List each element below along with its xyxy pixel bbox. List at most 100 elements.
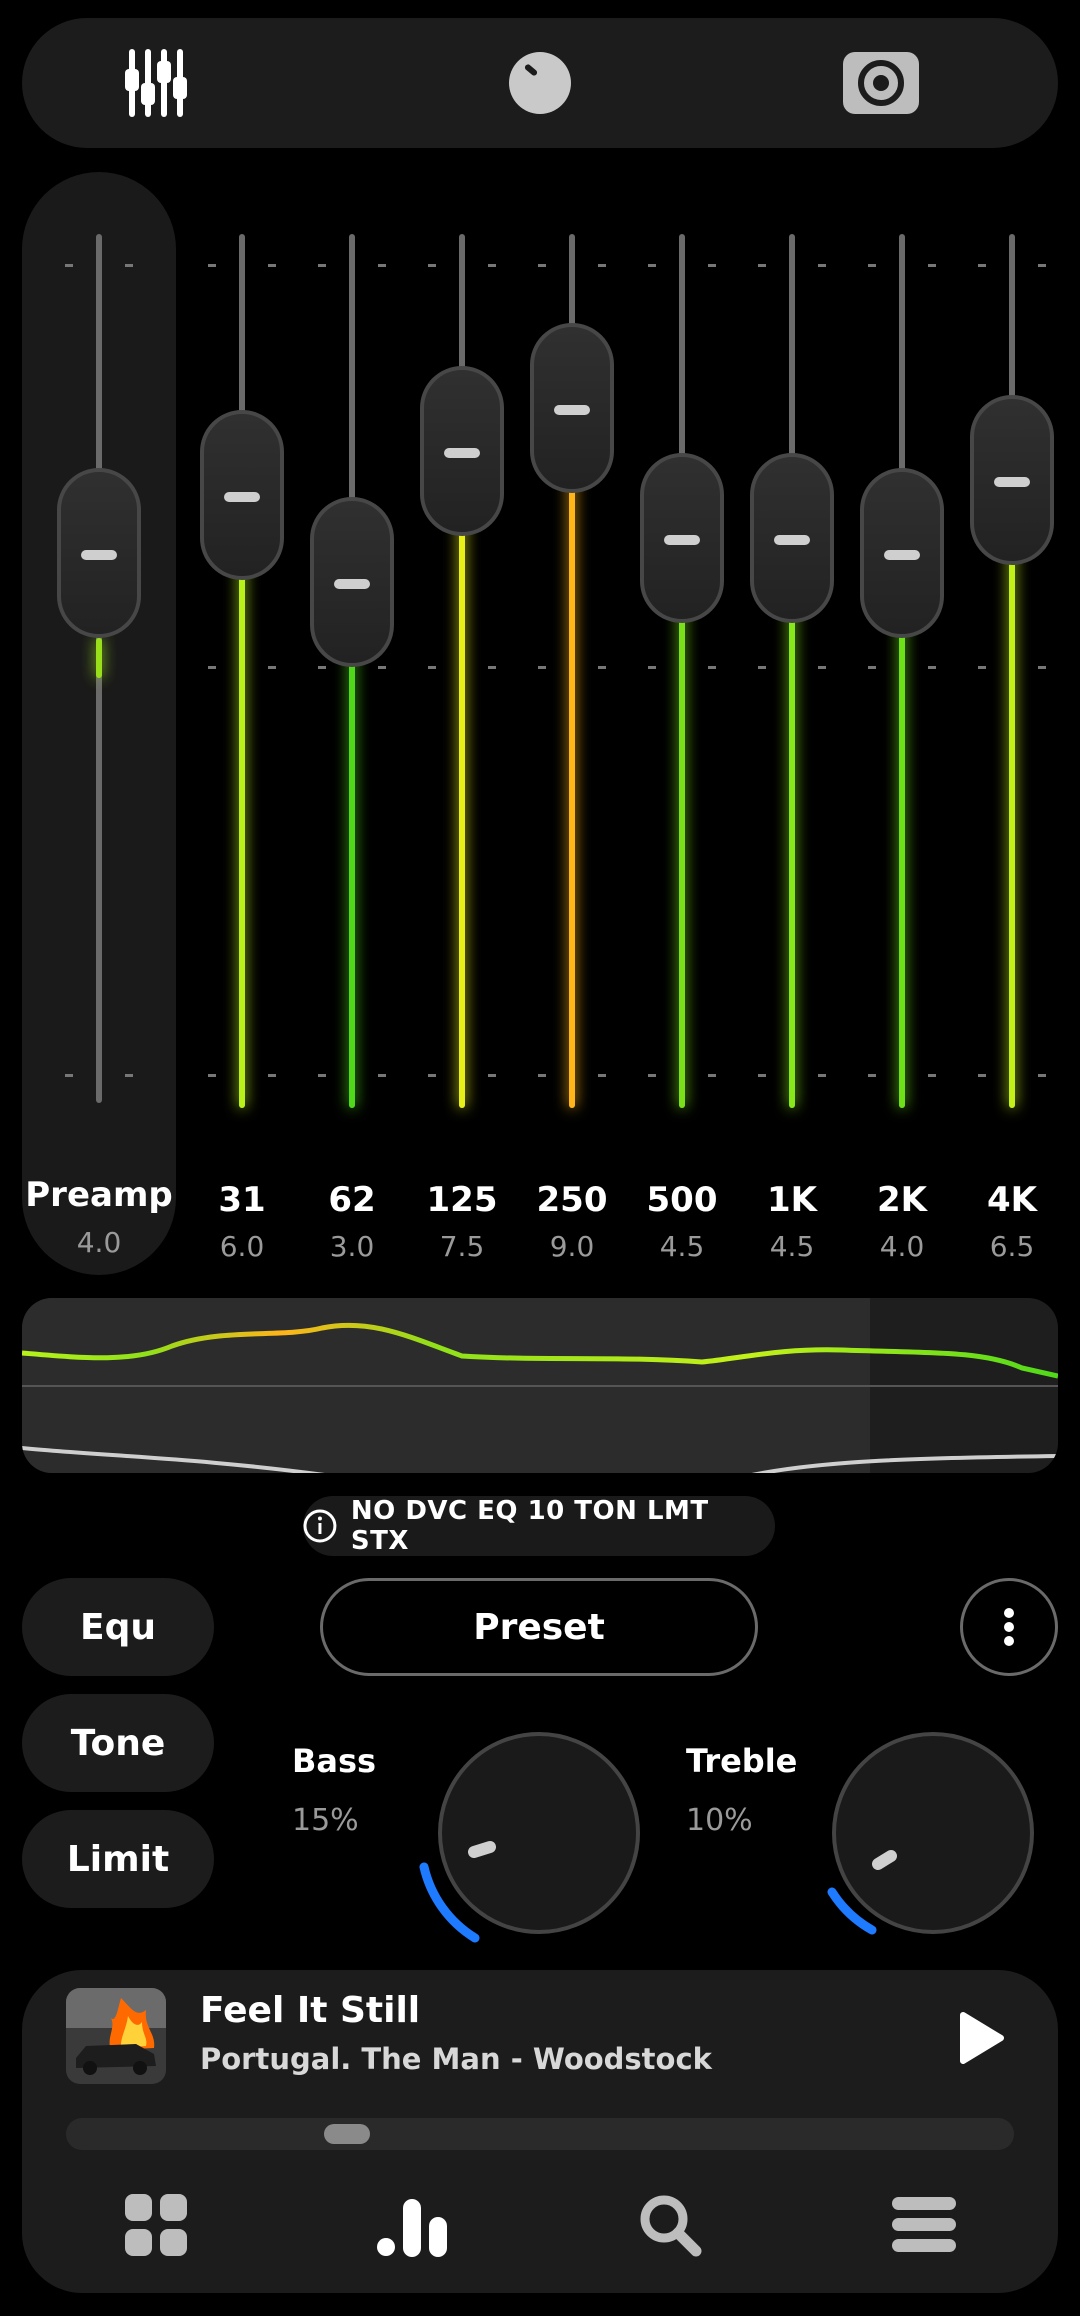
grid-icon[interactable] bbox=[106, 2180, 206, 2270]
band-31-slider-tick bbox=[208, 1074, 216, 1077]
preamp-slider-tick bbox=[125, 264, 133, 267]
band-250-slider-tick bbox=[598, 1074, 606, 1077]
preamp-slider-level-fill bbox=[96, 637, 102, 678]
limit-button[interactable]: Limit bbox=[22, 1810, 214, 1908]
band-1K-slider-tick bbox=[758, 666, 766, 669]
band-1K-slider-handle[interactable] bbox=[750, 453, 834, 624]
band-250-slider-tick bbox=[598, 264, 606, 267]
band-500-slider-handle[interactable] bbox=[640, 453, 724, 624]
more-options-button[interactable] bbox=[960, 1578, 1058, 1676]
preamp-slider-tick bbox=[65, 1074, 73, 1077]
info-icon bbox=[303, 1509, 337, 1543]
tone-button[interactable]: Tone bbox=[22, 1694, 214, 1792]
band-31-slider-handle[interactable] bbox=[200, 409, 284, 580]
band-250-slider-grip bbox=[554, 404, 590, 415]
search-icon[interactable] bbox=[620, 2180, 720, 2270]
band-1K-label: 1K bbox=[766, 1180, 817, 1220]
band-31-value: 6.0 bbox=[219, 1230, 265, 1263]
eq-curve-display[interactable] bbox=[22, 1298, 1058, 1473]
band-2K-value: 4.0 bbox=[879, 1230, 925, 1263]
band-2K-slider-tick bbox=[868, 1074, 876, 1077]
band-2K-slider-tick bbox=[928, 264, 936, 267]
more-vertical-icon bbox=[1004, 1608, 1014, 1646]
band-2K-slider-tick bbox=[928, 1074, 936, 1077]
band-31-slider-tick bbox=[268, 264, 276, 267]
band-4K-slider-handle[interactable] bbox=[970, 395, 1054, 566]
band-31-slider-tick bbox=[208, 666, 216, 669]
band-500-slider-tick bbox=[708, 666, 716, 669]
preamp-slider-grip bbox=[81, 549, 117, 560]
band-4K-slider-tick bbox=[978, 1074, 986, 1077]
band-1K-slider-level-fill bbox=[789, 538, 795, 1108]
band-125-slider-tick bbox=[428, 1074, 436, 1077]
preamp-slider-handle[interactable] bbox=[57, 467, 141, 638]
band-500-slider-tick bbox=[708, 1074, 716, 1077]
band-62-slider-level-fill bbox=[349, 581, 355, 1108]
band-1K-slider-tick bbox=[758, 1074, 766, 1077]
band-62-label: 62 bbox=[328, 1180, 376, 1220]
band-250-slider-tick bbox=[598, 666, 606, 669]
band-125-slider-tick bbox=[488, 264, 496, 267]
band-500-slider-tick bbox=[648, 264, 656, 267]
band-4K-slider-level-fill bbox=[1009, 480, 1015, 1108]
progress-bar[interactable] bbox=[66, 2118, 1014, 2150]
band-62-slider-tick bbox=[378, 666, 386, 669]
equ-button[interactable]: Equ bbox=[22, 1578, 214, 1676]
band-62-slider-tick bbox=[318, 666, 326, 669]
band-250-value: 9.0 bbox=[549, 1230, 595, 1263]
speaker-icon[interactable] bbox=[816, 18, 946, 148]
band-2K-slider-level-fill bbox=[899, 552, 905, 1108]
treble-knob[interactable] bbox=[808, 1724, 1048, 1964]
bass-value: 15% bbox=[292, 1803, 359, 1838]
band-250-slider-tick bbox=[538, 666, 546, 669]
status-pill[interactable]: NO DVC EQ 10 TON LMT STX bbox=[303, 1496, 775, 1556]
progress-thumb[interactable] bbox=[324, 2124, 370, 2144]
band-4K-slider-tick bbox=[978, 666, 986, 669]
play-button[interactable] bbox=[944, 2002, 1016, 2074]
top-tab-bar bbox=[22, 18, 1058, 148]
band-1K-slider-tick bbox=[818, 1074, 826, 1077]
band-4K-slider-grip bbox=[994, 477, 1030, 488]
menu-icon[interactable] bbox=[874, 2180, 974, 2270]
band-2K-slider-tick bbox=[928, 666, 936, 669]
band-500-slider-grip bbox=[664, 535, 700, 546]
band-500-slider-tick bbox=[708, 264, 716, 267]
status-text: NO DVC EQ 10 TON LMT STX bbox=[350, 1496, 709, 1556]
band-4K-slider-tick bbox=[1038, 1074, 1046, 1077]
band-4K-slider-tick bbox=[1038, 264, 1046, 267]
band-2K-slider-grip bbox=[884, 549, 920, 560]
bass-label: Bass bbox=[292, 1742, 377, 1780]
band-4K-value: 6.5 bbox=[989, 1230, 1035, 1263]
knob-icon[interactable] bbox=[475, 18, 605, 148]
band-125-slider-handle[interactable] bbox=[420, 366, 504, 537]
band-500-slider-tick bbox=[648, 666, 656, 669]
band-1K-slider-grip bbox=[774, 535, 810, 546]
band-31-slider-grip bbox=[224, 491, 260, 502]
band-62-slider-tick bbox=[318, 1074, 326, 1077]
band-2K-slider-tick bbox=[868, 666, 876, 669]
band-2K-slider-handle[interactable] bbox=[860, 467, 944, 638]
band-250-slider-handle[interactable] bbox=[530, 322, 614, 493]
band-4K-label: 4K bbox=[986, 1180, 1037, 1220]
album-art[interactable] bbox=[66, 1988, 166, 2084]
band-62-slider-grip bbox=[334, 578, 370, 589]
band-250-slider-tick bbox=[538, 264, 546, 267]
band-500-slider-tick bbox=[648, 1074, 656, 1077]
band-2K-slider-tick bbox=[868, 264, 876, 267]
band-125-slider-tick bbox=[428, 264, 436, 267]
band-500-slider-level-fill bbox=[679, 538, 685, 1108]
band-250-slider-tick bbox=[538, 1074, 546, 1077]
equalizer-sliders-icon[interactable] bbox=[92, 18, 222, 148]
band-31-slider-tick bbox=[208, 264, 216, 267]
bass-knob[interactable] bbox=[414, 1724, 654, 1964]
bars-icon[interactable] bbox=[362, 2180, 462, 2270]
preset-button[interactable]: Preset bbox=[320, 1578, 758, 1676]
preamp-label: Preamp bbox=[25, 1175, 173, 1215]
treble-label: Treble bbox=[686, 1742, 798, 1780]
band-500-label: 500 bbox=[646, 1180, 718, 1220]
band-62-slider-tick bbox=[378, 1074, 386, 1077]
band-1K-slider-tick bbox=[818, 264, 826, 267]
band-62-slider-handle[interactable] bbox=[310, 496, 394, 667]
band-1K-slider-tick bbox=[758, 264, 766, 267]
track-artist: Portugal. The Man - Woodstock bbox=[200, 2042, 712, 2076]
